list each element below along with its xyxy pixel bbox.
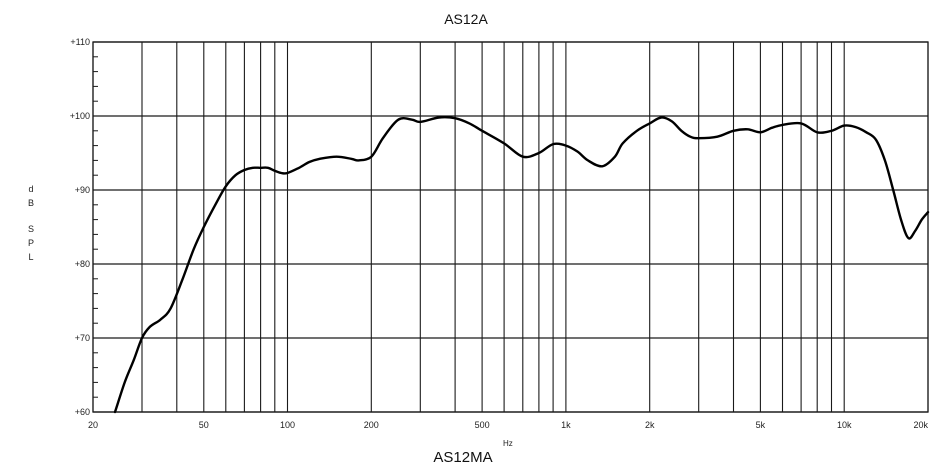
y-axis-label-char: B [28, 198, 34, 208]
y-axis-label-char: L [28, 252, 33, 262]
x-tick-label: 5k [756, 420, 766, 430]
plot-border [92, 41, 929, 413]
x-tick-label: 2k [645, 420, 655, 430]
x-tick-label: 200 [364, 420, 379, 430]
grid [92, 41, 929, 413]
x-tick-label: 20k [913, 420, 928, 430]
x-tick-label: 20 [88, 420, 98, 430]
series-layer [113, 115, 930, 414]
y-axis-label-char: P [28, 238, 34, 248]
chart-title: AS12A [444, 11, 488, 27]
x-tick-label: 10k [837, 420, 852, 430]
y-tick-label: +80 [75, 259, 90, 269]
x-tick-label: 1k [561, 420, 571, 430]
axes: +110 +100 +90 +80 +70 +60 20 50 100 200 500 1k 2k 5k 1… [70, 37, 929, 430]
y-axis-label-char: d [28, 184, 33, 194]
bottom-title: AS12MA [433, 449, 492, 465]
y-tick-label: +110 [70, 37, 90, 47]
y-tick-label: +60 [75, 407, 90, 417]
y-tick-label: +90 [75, 185, 90, 195]
y-tick-label: +70 [75, 333, 90, 343]
y-axis-label-char: S [28, 224, 34, 234]
x-axis-unit-label: Hz [503, 439, 513, 448]
y-axis-label: dB SPL [28, 184, 34, 262]
y-tick-label: +100 [70, 111, 90, 121]
series-line [113, 115, 930, 414]
x-tick-label: 500 [475, 420, 490, 430]
x-tick-label: 50 [199, 420, 209, 430]
x-tick-label: 100 [280, 420, 295, 430]
